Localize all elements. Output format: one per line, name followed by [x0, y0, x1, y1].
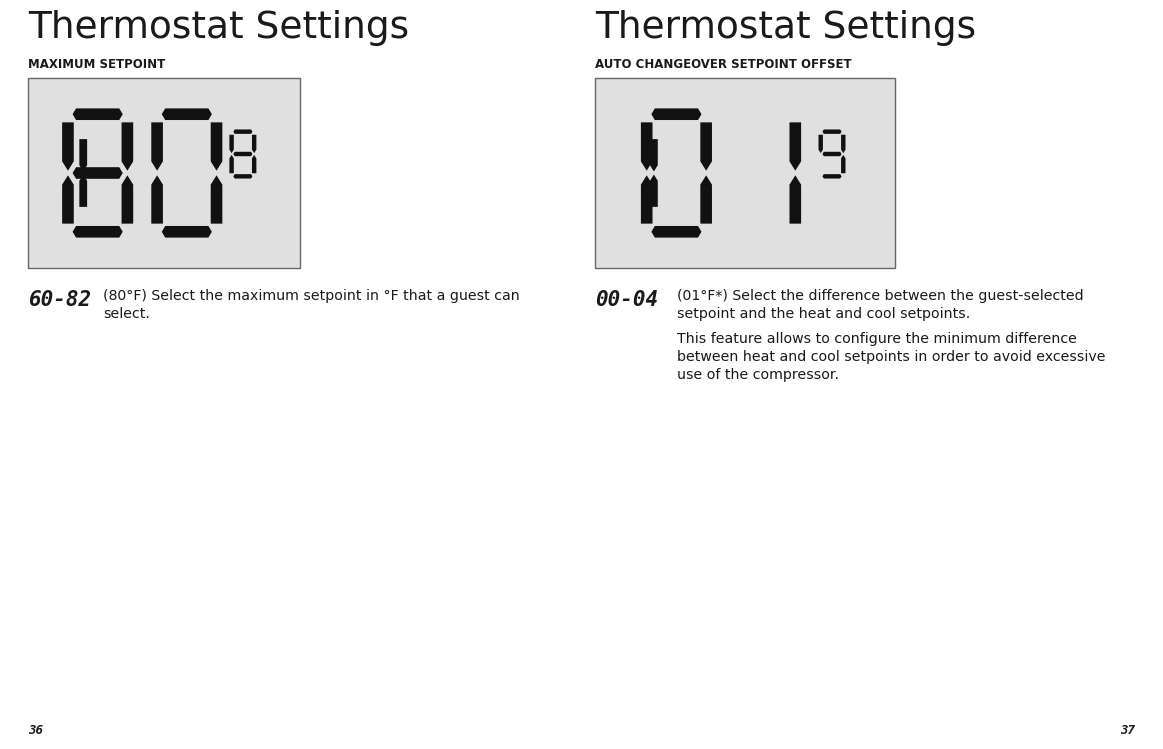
Polygon shape — [229, 155, 234, 173]
Polygon shape — [651, 226, 701, 237]
Text: 36: 36 — [28, 724, 43, 737]
Text: (01°F*) Select the difference between the guest-selected: (01°F*) Select the difference between th… — [677, 289, 1084, 303]
Polygon shape — [234, 174, 252, 178]
Polygon shape — [122, 175, 134, 224]
Polygon shape — [62, 122, 73, 171]
Text: between heat and cool setpoints in order to avoid excessive: between heat and cool setpoints in order… — [677, 350, 1106, 364]
Polygon shape — [700, 175, 712, 224]
Text: 60-82: 60-82 — [28, 290, 91, 310]
Polygon shape — [151, 175, 163, 224]
Polygon shape — [651, 109, 701, 120]
Polygon shape — [822, 130, 842, 134]
Text: use of the compressor.: use of the compressor. — [677, 368, 839, 382]
Polygon shape — [841, 135, 846, 153]
Polygon shape — [122, 122, 134, 171]
Polygon shape — [790, 175, 801, 224]
Text: (80°F) Select the maximum setpoint in °F that a guest can: (80°F) Select the maximum setpoint in °F… — [104, 289, 520, 303]
Polygon shape — [234, 130, 252, 134]
Polygon shape — [252, 155, 256, 173]
Polygon shape — [162, 226, 212, 237]
Text: Thermostat Settings: Thermostat Settings — [28, 10, 409, 46]
Polygon shape — [162, 109, 212, 120]
Polygon shape — [211, 175, 222, 224]
Polygon shape — [252, 135, 256, 153]
FancyBboxPatch shape — [28, 78, 300, 268]
Text: setpoint and the heat and cool setpoints.: setpoint and the heat and cool setpoints… — [677, 307, 970, 321]
Text: select.: select. — [104, 307, 150, 321]
Polygon shape — [72, 109, 123, 120]
Text: AUTO CHANGEOVER SETPOINT OFFSET: AUTO CHANGEOVER SETPOINT OFFSET — [595, 58, 851, 71]
Polygon shape — [650, 175, 658, 207]
Polygon shape — [822, 174, 842, 178]
Polygon shape — [822, 152, 842, 157]
Polygon shape — [819, 135, 823, 153]
Polygon shape — [79, 175, 87, 207]
Polygon shape — [234, 152, 252, 157]
Polygon shape — [700, 122, 712, 171]
Text: MAXIMUM SETPOINT: MAXIMUM SETPOINT — [28, 58, 165, 71]
Text: 00-04: 00-04 — [595, 290, 658, 310]
Text: 37: 37 — [1120, 724, 1135, 737]
Polygon shape — [841, 155, 846, 173]
Polygon shape — [151, 122, 163, 171]
Polygon shape — [211, 122, 222, 171]
Polygon shape — [72, 167, 123, 179]
Text: Thermostat Settings: Thermostat Settings — [595, 10, 976, 46]
Polygon shape — [72, 226, 123, 237]
Polygon shape — [790, 122, 801, 171]
Polygon shape — [650, 139, 658, 172]
Text: This feature allows to configure the minimum difference: This feature allows to configure the min… — [677, 332, 1077, 346]
Polygon shape — [62, 175, 73, 224]
Polygon shape — [79, 139, 87, 172]
Polygon shape — [641, 175, 652, 224]
Polygon shape — [641, 122, 652, 171]
FancyBboxPatch shape — [595, 78, 896, 268]
Polygon shape — [229, 135, 234, 153]
